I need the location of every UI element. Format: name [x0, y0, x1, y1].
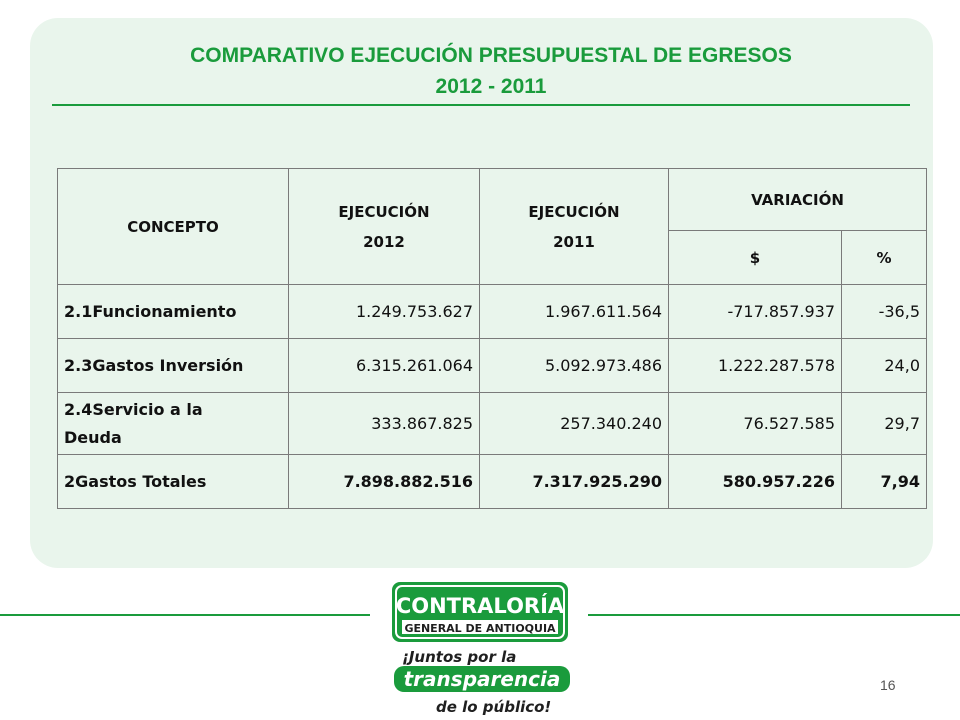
cell-concepto: 2.1Funcionamiento — [57, 284, 289, 339]
cell-variacion-pct: 29,7 — [841, 392, 927, 455]
header-concepto: CONCEPTO — [57, 168, 289, 285]
cell-ejecucion-2012: 333.867.825 — [288, 392, 480, 455]
table-row: 2.1Funcionamiento 1.249.753.627 1.967.61… — [57, 284, 927, 339]
cell-variacion-pesos: 580.957.226 — [668, 454, 842, 509]
header-ejecucion-2012-text: EJECUCIÓN 2012 — [338, 202, 430, 251]
title-line-1: COMPARATIVO EJECUCIÓN PRESUPUESTAL DE EG… — [190, 44, 792, 67]
cell-variacion-pct: 7,94 — [841, 454, 927, 509]
cell-ejecucion-2011: 257.340.240 — [479, 392, 669, 455]
footer-rule-left — [0, 614, 370, 616]
cell-variacion-pesos: 1.222.287.578 — [668, 338, 842, 393]
cell-concepto-text: 2.4Servicio a la Deuda — [64, 399, 203, 447]
contraloria-logo: CONTRALORÍA GENERAL DE ANTIOQUIA ¡Juntos… — [392, 582, 570, 716]
header-ejecucion-2011: EJECUCIÓN 2011 — [479, 168, 669, 285]
slide-title: COMPARATIVO EJECUCIÓN PRESUPUESTAL DE EG… — [52, 40, 930, 102]
cell-ejecucion-2012: 6.315.261.064 — [288, 338, 480, 393]
logo-slogan-band — [394, 666, 570, 692]
header-ejecucion-2012: EJECUCIÓN 2012 — [288, 168, 480, 285]
cell-concepto: 2.3Gastos Inversión — [57, 338, 289, 393]
title-underline — [52, 104, 910, 106]
cell-ejecucion-2011: 5.092.973.486 — [479, 338, 669, 393]
cell-ejecucion-2011: 1.967.611.564 — [479, 284, 669, 339]
table-row: 2.4Servicio a la Deuda 333.867.825 257.3… — [57, 392, 927, 455]
logo-text-general: GENERAL DE ANTIOQUIA — [404, 622, 556, 635]
header-subrow: $ % — [58, 230, 927, 285]
title-line-2: 2012 - 2011 — [435, 75, 547, 98]
logo-badge-border — [395, 585, 565, 639]
cell-variacion-pesos: 76.527.585 — [668, 392, 842, 455]
table-row: 2.3Gastos Inversión 6.315.261.064 5.092.… — [57, 338, 927, 393]
budget-table: CONCEPTO EJECUCIÓN 2012 EJECUCIÓN 2011 V… — [57, 168, 927, 509]
logo-text-de-lo-publico: de lo público! — [436, 698, 551, 716]
logo-text-contraloria: CONTRALORÍA — [396, 593, 565, 618]
header-ejecucion-2011-text: EJECUCIÓN 2011 — [528, 202, 620, 251]
table-row-total: 2Gastos Totales 7.898.882.516 7.317.925.… — [57, 454, 927, 509]
cell-ejecucion-2012: 7.898.882.516 — [288, 454, 480, 509]
logo-text-juntos: ¡Juntos por la — [402, 648, 516, 666]
page-number: 16 — [880, 677, 896, 693]
logo-text-transparencia: transparencia — [404, 667, 561, 691]
cell-variacion-pct: 24,0 — [841, 338, 927, 393]
cell-concepto: 2Gastos Totales — [57, 454, 289, 509]
header-row: CONCEPTO EJECUCIÓN 2012 EJECUCIÓN 2011 V… — [57, 168, 927, 285]
logo-subtitle-band — [402, 620, 558, 634]
cell-ejecucion-2011: 7.317.925.290 — [479, 454, 669, 509]
footer-rule-right — [588, 614, 960, 616]
cell-ejecucion-2012: 1.249.753.627 — [288, 284, 480, 339]
header-variacion: VARIACIÓN — [668, 168, 927, 231]
cell-concepto: 2.4Servicio a la Deuda — [57, 392, 289, 455]
cell-variacion-pesos: -717.857.937 — [668, 284, 842, 339]
header-var-pesos: $ — [668, 230, 842, 285]
cell-variacion-pct: -36,5 — [841, 284, 927, 339]
header-var-pct: % — [841, 230, 927, 285]
